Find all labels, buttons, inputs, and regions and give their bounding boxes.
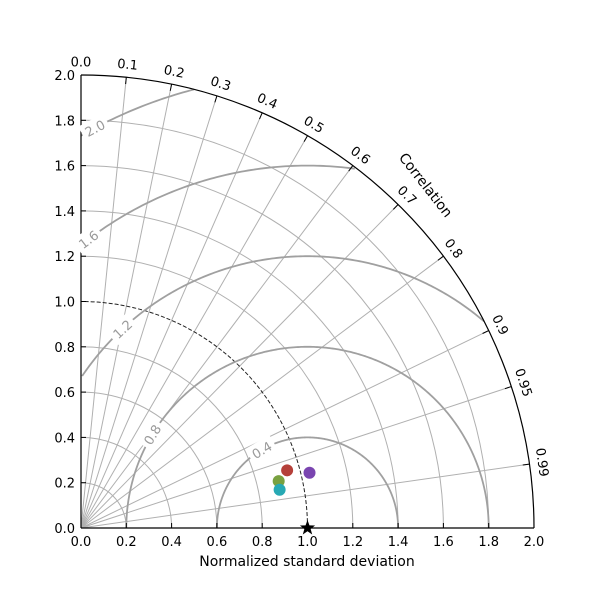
std-gridline-arc bbox=[80, 210, 399, 529]
data-point bbox=[303, 466, 316, 479]
std-gridline-arc bbox=[80, 165, 444, 529]
x-tick-label: 0.6 bbox=[207, 535, 228, 550]
data-point bbox=[273, 483, 286, 496]
rms-label-background bbox=[137, 417, 168, 452]
std-gridline-arc bbox=[80, 482, 127, 529]
correlation-gridline bbox=[80, 165, 354, 529]
y-tick-label: 2.0 bbox=[54, 69, 75, 84]
y-tick-label: 0.0 bbox=[54, 522, 75, 537]
x-tick-label: 1.4 bbox=[388, 535, 409, 550]
y-tick-label: 1.2 bbox=[54, 250, 75, 265]
correlation-tick-mark bbox=[214, 95, 218, 103]
std-gridline-arc bbox=[80, 346, 263, 529]
axis-layer bbox=[80, 74, 535, 529]
correlation-gridline bbox=[80, 95, 218, 529]
rms-contour bbox=[81, 164, 355, 246]
x-tick-label: 2.0 bbox=[524, 535, 545, 550]
correlation-tick-mark bbox=[125, 77, 127, 85]
correlation-tick-label: 0.4 bbox=[255, 91, 280, 113]
correlation-tick-label: 0.0 bbox=[71, 56, 92, 71]
correlation-tick-mark bbox=[522, 463, 530, 466]
std-gridline-arc bbox=[80, 436, 173, 529]
y-tick-label: 1.8 bbox=[54, 114, 75, 129]
y-tick-label: 0.6 bbox=[54, 386, 75, 401]
correlation-gridline bbox=[80, 386, 512, 529]
rms-contour bbox=[81, 255, 485, 377]
rms-contour bbox=[216, 436, 399, 528]
x-tick-label: 0.4 bbox=[161, 535, 182, 550]
point-layer bbox=[272, 464, 316, 535]
correlation-tick-mark bbox=[504, 386, 512, 390]
correlation-tick-mark bbox=[437, 255, 444, 261]
y-tick-label: 1.4 bbox=[54, 205, 75, 220]
data-point bbox=[272, 475, 285, 488]
y-tick-label: 1.6 bbox=[54, 160, 75, 175]
x-tick-label: 1.2 bbox=[342, 535, 363, 550]
correlation-tick-mark bbox=[259, 112, 263, 120]
grid-layer bbox=[80, 77, 530, 529]
y-tick-label: 0.4 bbox=[54, 431, 75, 446]
correlation-tick-label: 0.3 bbox=[208, 74, 232, 95]
rms-label-background bbox=[78, 113, 112, 143]
correlation-tick-label: 0.95 bbox=[511, 367, 534, 399]
correlation-tick-label: 0.9 bbox=[488, 313, 511, 338]
std-gridline-arc bbox=[80, 255, 354, 529]
std-gridline-arc bbox=[80, 391, 218, 529]
correlation-gridline bbox=[80, 84, 173, 529]
reference-star-marker bbox=[299, 520, 316, 535]
x-tick-label: 1.6 bbox=[433, 535, 454, 550]
x-tick-label: 0.0 bbox=[71, 535, 92, 550]
x-tick-label: 0.8 bbox=[252, 535, 273, 550]
y-tick-label: 1.0 bbox=[54, 296, 75, 311]
y-tick-label: 0.8 bbox=[54, 341, 75, 356]
outer-arc bbox=[80, 74, 535, 529]
correlation-tick-mark bbox=[348, 165, 354, 172]
x-tick-label: 0.2 bbox=[116, 535, 137, 550]
y-tick-label: 0.2 bbox=[54, 477, 75, 492]
correlation-gridline bbox=[80, 112, 263, 529]
correlation-tick-mark bbox=[303, 135, 308, 142]
correlation-tick-mark bbox=[482, 330, 489, 334]
x-tick-label: 1.0 bbox=[297, 535, 318, 550]
reference-std-arc bbox=[80, 301, 308, 529]
rms-label-background bbox=[106, 312, 139, 346]
correlation-tick-label: 0.1 bbox=[116, 57, 138, 74]
correlation-tick-label: 0.99 bbox=[532, 447, 551, 478]
rms-label-background bbox=[245, 434, 279, 465]
correlation-tick-mark bbox=[169, 84, 173, 91]
rms-contour-layer bbox=[80, 88, 490, 529]
x-axis-title: Normalized standard deviation bbox=[199, 554, 414, 570]
data-point bbox=[281, 464, 294, 477]
rms-label-background bbox=[71, 223, 106, 255]
correlation-tick-mark bbox=[392, 204, 399, 210]
x-tick-label: 1.8 bbox=[478, 535, 499, 550]
correlation-tick-label: 0.2 bbox=[162, 63, 185, 82]
std-gridline-arc bbox=[80, 119, 490, 529]
label-layer: 0.40.81.21.62.00.00.00.20.20.40.40.60.60… bbox=[54, 56, 551, 551]
